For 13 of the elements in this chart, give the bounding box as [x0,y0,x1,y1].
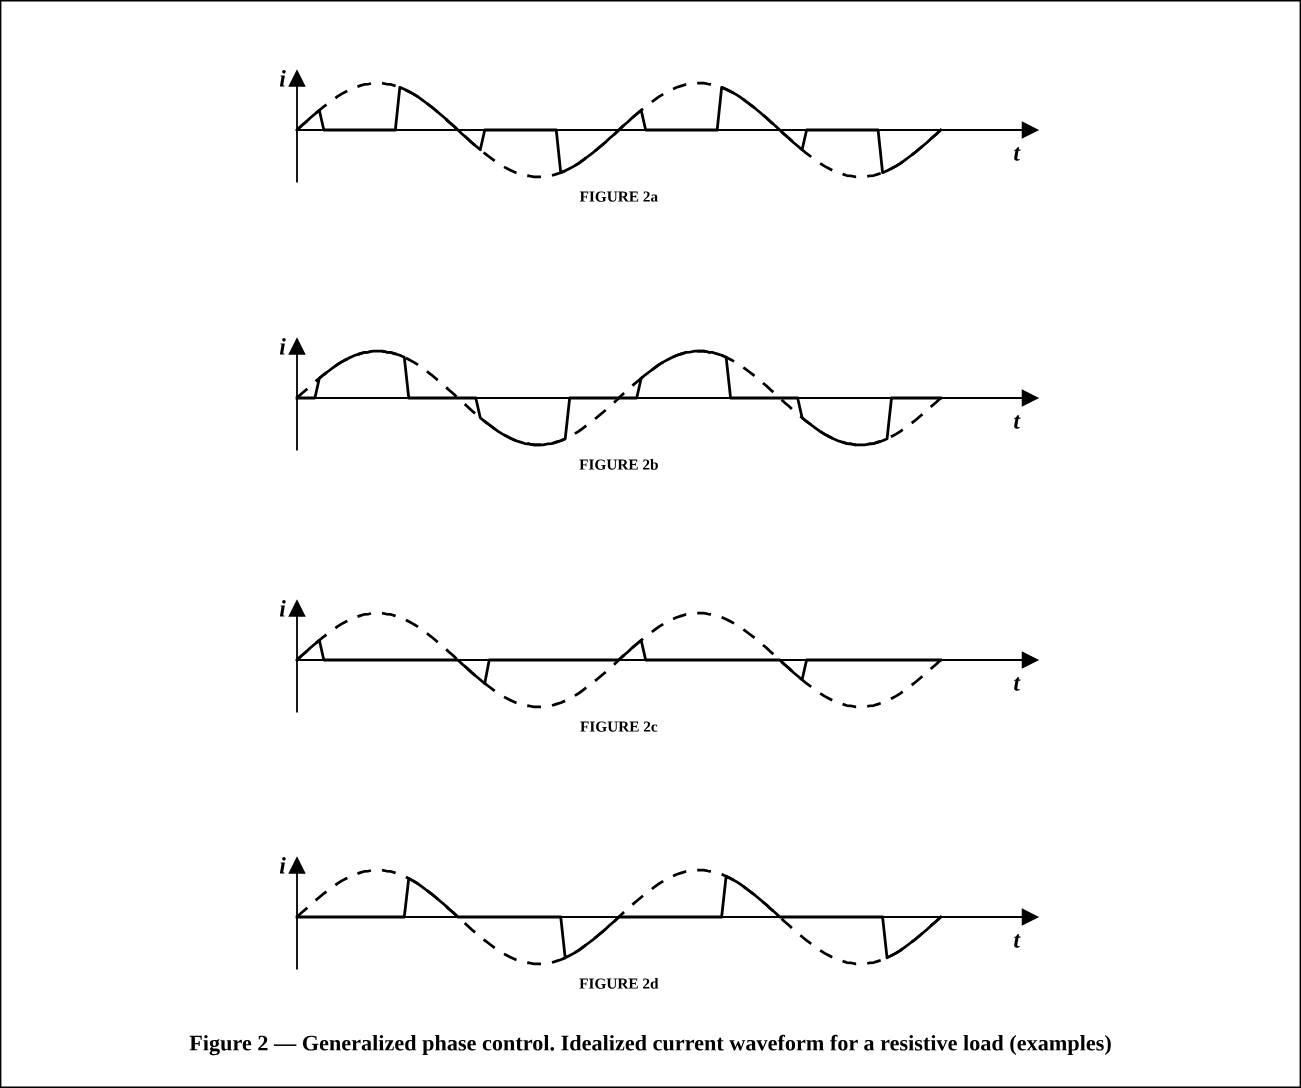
text: FIGURE 2a [579,191,658,202]
text: FIGURE 2b [579,459,658,470]
text: FIGURE 2c [580,721,658,732]
y-axis-title: i [279,857,286,874]
y-axis-title: i [279,600,286,617]
y-axis-title: i [279,338,286,355]
x-axis-title: t [1014,415,1021,429]
x-axis-title: t [1014,934,1021,948]
caption: Figure 2 — Generalized phase control. Idealized current waveform for a resistive load (examples) [189,1034,1111,1056]
x-axis-title: t [1014,147,1021,161]
x-axis-title: t [1014,677,1021,691]
text: FIGURE 2d [579,978,659,989]
y-axis-title: i [279,70,286,87]
